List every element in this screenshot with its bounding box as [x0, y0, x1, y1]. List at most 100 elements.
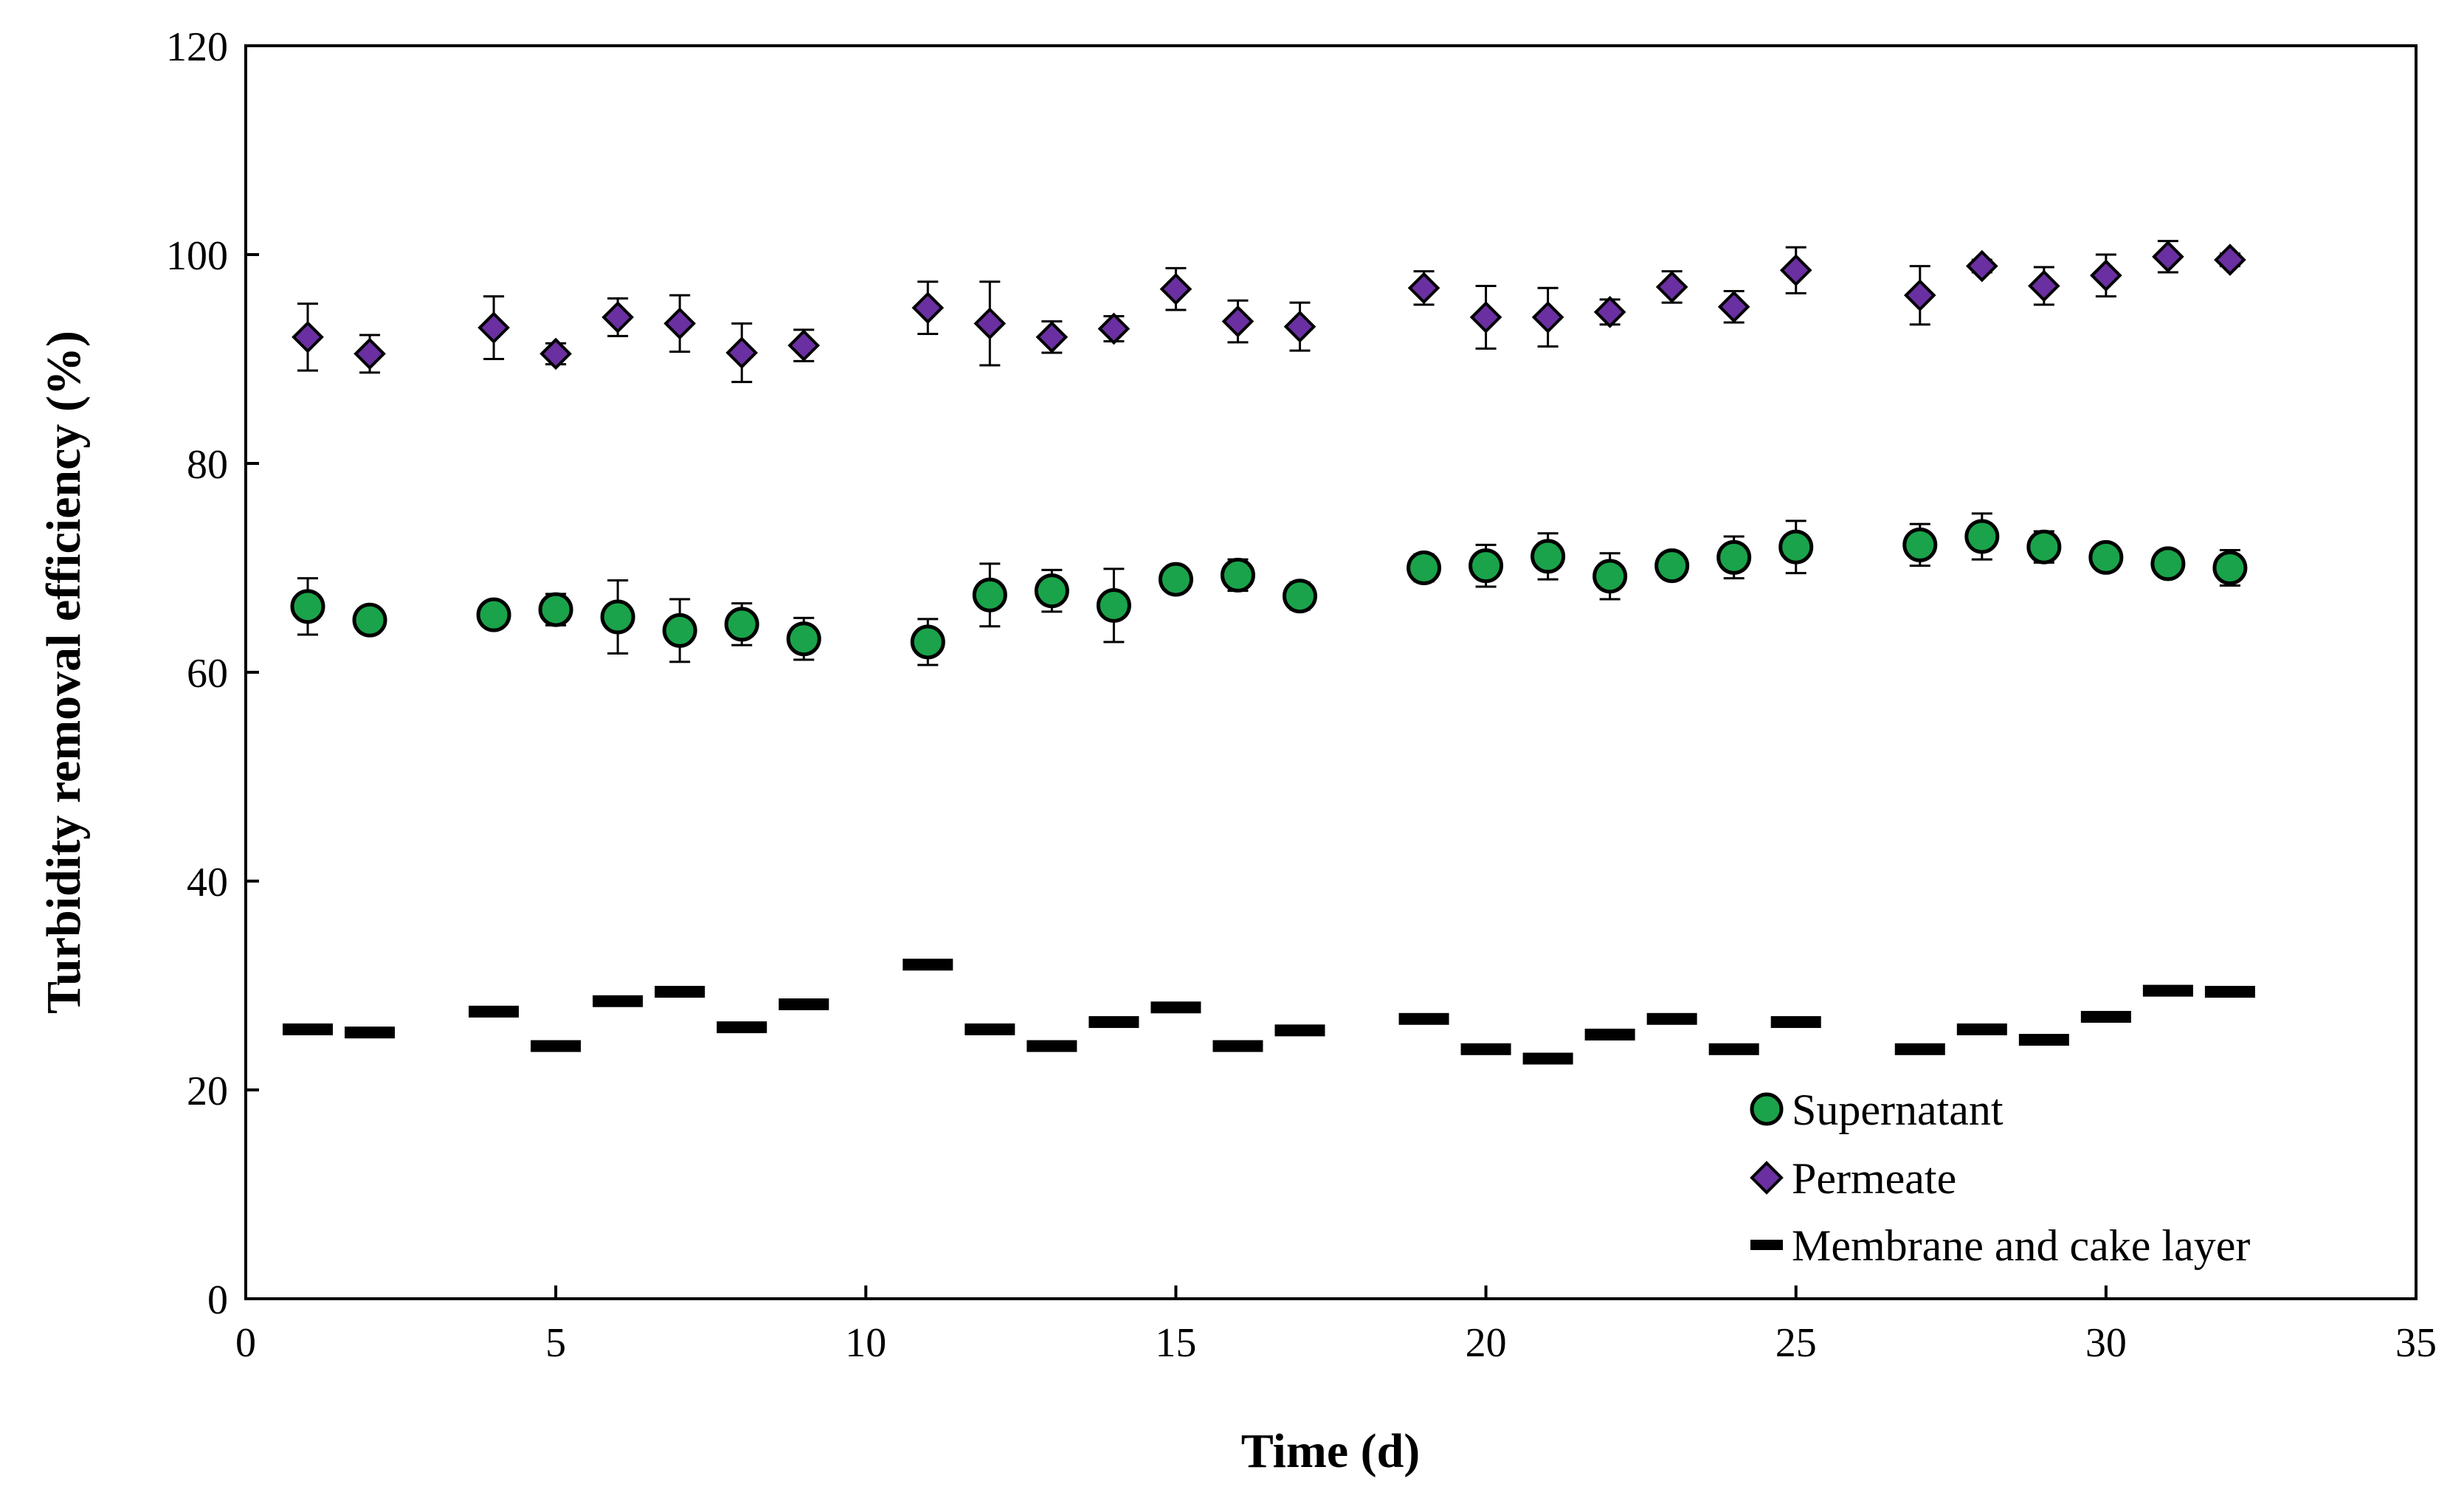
- permeate-point: [1097, 312, 1131, 345]
- permeate-point: [1035, 320, 1069, 353]
- permeate-point: [1469, 301, 1502, 334]
- legend-supernatant-label: Supernatant: [1792, 1085, 2004, 1134]
- supernatant-point: [972, 577, 1007, 612]
- supernatant-point: [1964, 519, 2000, 554]
- permeate-point: [353, 337, 386, 370]
- x-axis-title: Time (d): [1241, 1424, 1421, 1478]
- permeate-point: [1717, 290, 1750, 323]
- supernatant-point: [538, 592, 573, 627]
- permeate-point: [2214, 244, 2246, 276]
- supernatant-point: [476, 597, 511, 632]
- membrane-point: [531, 1040, 582, 1052]
- supernatant-point: [1778, 529, 1814, 565]
- membrane-point: [1584, 1029, 1635, 1041]
- membrane-point: [779, 998, 829, 1010]
- permeate-point: [1221, 305, 1255, 338]
- x-tick-label: 25: [1775, 1320, 1817, 1366]
- supernatant-point: [1530, 539, 1566, 574]
- legend-membrane-marker: [1750, 1240, 1783, 1250]
- membrane-point: [283, 1023, 334, 1035]
- supernatant-point: [1282, 579, 1317, 614]
- y-tick-label: 20: [187, 1069, 228, 1114]
- membrane-point: [2204, 985, 2255, 998]
- y-tick-label: 80: [187, 442, 228, 488]
- membrane-point: [1708, 1043, 1759, 1055]
- membrane-point: [1770, 1016, 1821, 1029]
- membrane-point: [2080, 1010, 2131, 1023]
- supernatant-point: [662, 612, 697, 648]
- supernatant-point: [786, 621, 821, 657]
- membrane-point: [1894, 1043, 1945, 1055]
- x-tick-label: 35: [2395, 1320, 2437, 1366]
- permeate-point: [663, 307, 697, 340]
- supernatant-point: [1096, 587, 1131, 623]
- permeate-point: [1903, 279, 1936, 312]
- legend-permeate-label: Permeate: [1792, 1154, 1956, 1203]
- permeate-point: [1965, 249, 1998, 283]
- supernatant-point: [1716, 539, 1752, 575]
- permeate-point: [2152, 241, 2184, 273]
- y-tick-label: 60: [187, 651, 228, 697]
- permeate-point: [1779, 254, 1812, 287]
- supernatant-point: [352, 602, 387, 638]
- supernatant-point: [2088, 539, 2124, 575]
- x-tick-label: 30: [2085, 1320, 2127, 1366]
- permeate-point: [1283, 310, 1316, 343]
- permeate-point: [1593, 295, 1626, 328]
- membrane-point: [1956, 1023, 2007, 1035]
- supernatant-point: [724, 607, 759, 642]
- permeate-point: [1655, 271, 1688, 303]
- membrane-point: [2142, 984, 2193, 997]
- supernatant-point: [2150, 546, 2186, 581]
- permeate-point: [601, 301, 634, 334]
- supernatant-point: [1220, 557, 1255, 593]
- y-tick-label: 120: [166, 24, 228, 70]
- permeate-point: [787, 329, 821, 362]
- supernatant-point: [1158, 562, 1193, 597]
- permeate-point: [2090, 259, 2122, 292]
- legend-supernatant-marker: [1750, 1092, 1784, 1126]
- membrane-point: [1088, 1016, 1139, 1029]
- supernatant-point: [1592, 559, 1628, 594]
- membrane-point: [593, 995, 643, 1007]
- permeate-point: [911, 291, 945, 324]
- y-tick-label: 100: [166, 233, 228, 279]
- y-axis-ticks: 0 20 40 60 80 100 120: [166, 24, 259, 1323]
- membrane-point: [903, 959, 953, 971]
- x-axis-ticks: 0 5 10 15 20 25 30 35: [235, 1285, 2437, 1366]
- membrane-point: [1026, 1040, 1077, 1052]
- membrane-point: [1150, 1001, 1201, 1014]
- supernatant-point: [1407, 550, 1442, 585]
- series-membrane-and-cake-layer: [283, 959, 2255, 1065]
- x-tick-label: 0: [235, 1320, 256, 1366]
- x-tick-label: 20: [1466, 1320, 1507, 1366]
- supernatant-point: [2026, 529, 2062, 565]
- supernatant-point: [290, 589, 325, 624]
- x-tick-label: 15: [1155, 1320, 1196, 1366]
- x-tick-label: 10: [845, 1320, 886, 1366]
- permeate-point: [291, 320, 324, 353]
- membrane-point: [1274, 1024, 1325, 1037]
- supernatant-point: [910, 624, 945, 660]
- y-tick-label: 0: [207, 1277, 228, 1323]
- supernatant-point: [2212, 550, 2248, 585]
- permeate-point: [973, 307, 1007, 340]
- membrane-point: [469, 1005, 520, 1018]
- permeate-point: [725, 336, 759, 369]
- supernatant-point: [1654, 548, 1690, 584]
- y-tick-label: 40: [187, 860, 228, 905]
- membrane-point: [1398, 1012, 1449, 1025]
- membrane-point: [1646, 1012, 1697, 1025]
- permeate-point: [539, 337, 572, 370]
- membrane-point: [964, 1023, 1015, 1035]
- plot-frame: [244, 44, 2418, 1300]
- series-supernatant: [290, 512, 2248, 666]
- legend: Supernatant Permeate Membrane and cake l…: [1750, 1085, 2250, 1270]
- supernatant-point: [1902, 527, 1938, 562]
- membrane-point: [2018, 1034, 2069, 1046]
- permeate-point: [1531, 301, 1564, 334]
- supernatant-point: [1034, 573, 1069, 609]
- membrane-point: [1212, 1040, 1263, 1052]
- permeate-point: [1407, 272, 1440, 305]
